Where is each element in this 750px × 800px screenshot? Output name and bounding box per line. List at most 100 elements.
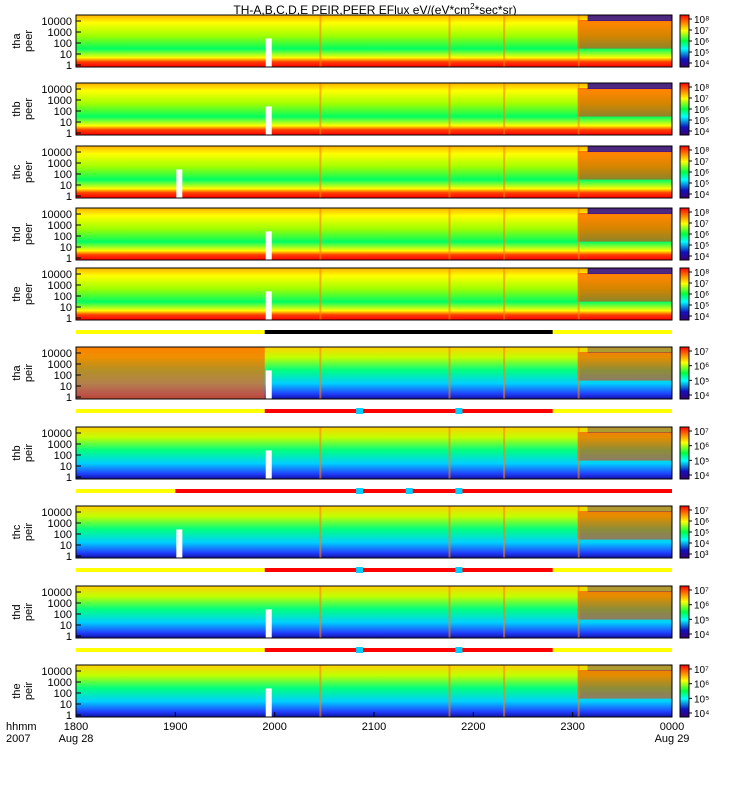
probe-label: the xyxy=(11,286,23,301)
y-tick-label: 10000 xyxy=(41,587,72,599)
y-tick-label: 10 xyxy=(60,461,72,473)
y-tick-label: 10000 xyxy=(41,428,72,440)
y-tick-label: 100 xyxy=(54,609,72,621)
colorbar-tick-label: 10⁵ xyxy=(694,694,709,705)
spectrogram-streak xyxy=(319,208,322,260)
burst-marker xyxy=(356,567,364,573)
instrument-label: peer xyxy=(23,223,35,245)
spectrogram-streak xyxy=(448,268,451,320)
y-tick-label: 10 xyxy=(60,302,72,314)
spectrogram-streak xyxy=(503,586,506,638)
colorbar xyxy=(679,426,690,480)
y-tick-label: 1000 xyxy=(48,95,72,107)
spectrogram-streak xyxy=(319,15,322,67)
spectrogram-image xyxy=(76,586,672,638)
colorbar-tick-label: 10⁴ xyxy=(694,630,709,641)
mode-bar-segment xyxy=(264,330,553,334)
y-tick-label: 1 xyxy=(66,472,72,484)
colorbar-tick-label: 10⁶ xyxy=(694,517,709,528)
instrument-label: peer xyxy=(23,98,35,120)
colorbar-tick-label: 10⁷ xyxy=(694,157,709,168)
spectrogram-image xyxy=(76,665,672,717)
spectrogram-streak xyxy=(319,347,322,399)
data-gap xyxy=(265,106,272,135)
colorbar xyxy=(679,82,690,136)
title-end: *sec*sr) xyxy=(474,3,517,17)
colorbar-tick-label: 10⁸ xyxy=(694,83,709,94)
y-tick-label: 10 xyxy=(60,117,72,129)
instrument-label: peir xyxy=(23,363,35,382)
y-tick-label: 10000 xyxy=(41,269,72,281)
probe-label: tha xyxy=(11,364,23,380)
data-gap xyxy=(265,291,272,320)
spectrogram-streak xyxy=(319,506,322,558)
spectrogram-region xyxy=(577,88,672,117)
colorbar-tick-label: 10⁷ xyxy=(694,219,709,230)
spectrogram-image xyxy=(76,83,672,135)
y-tick-label: 10000 xyxy=(41,348,72,360)
colorbar-tick-label: 10⁴ xyxy=(694,391,709,402)
colorbar xyxy=(679,207,690,261)
spectrogram-streak xyxy=(577,83,580,135)
spectrogram-streak xyxy=(448,146,451,198)
spectrogram-region xyxy=(587,586,672,592)
spectrogram-region xyxy=(587,665,672,671)
spectrogram-streak xyxy=(503,506,506,558)
spectrogram-streak xyxy=(577,15,580,67)
y-tick-label: 100 xyxy=(54,38,72,50)
colorbar-tick-label: 10⁶ xyxy=(694,362,709,373)
mode-bar xyxy=(76,408,672,414)
spectrogram-streak xyxy=(448,208,451,260)
mode-bar xyxy=(76,567,672,573)
colorbar-tick-label: 10⁶ xyxy=(694,290,709,301)
mode-bar xyxy=(76,330,672,334)
y-tick-label: 10 xyxy=(60,242,72,254)
instrument-label: peer xyxy=(23,30,35,52)
mode-bar-segment xyxy=(552,330,672,334)
probe-label: tha xyxy=(11,32,23,48)
x-tick-label: 2100 xyxy=(362,721,386,733)
date-label-start: Aug 28 xyxy=(59,733,94,745)
mode-bar xyxy=(76,488,673,494)
panel-frame xyxy=(75,585,673,639)
colorbar-tick-label: 10⁷ xyxy=(694,347,709,358)
spectrogram-region xyxy=(577,591,672,620)
y-tick-label: 1000 xyxy=(48,27,72,39)
mode-bar-segment xyxy=(264,648,553,652)
x-unit-label: hhmm xyxy=(6,721,37,733)
colorbar-tick-label: 10⁴ xyxy=(694,59,709,70)
colorbar-tick-label: 10⁵ xyxy=(694,376,709,387)
colorbar-tick-label: 10⁶ xyxy=(694,105,709,116)
spectrogram-streak xyxy=(319,268,322,320)
spectrogram-streak xyxy=(319,586,322,638)
probe-label: thb xyxy=(11,101,23,116)
instrument-label: peir xyxy=(23,443,35,462)
colorbar-tick-label: 10⁶ xyxy=(694,601,709,612)
x-tick-label: 2200 xyxy=(461,721,485,733)
mode-bar-segment xyxy=(552,648,672,652)
spectrogram-region xyxy=(577,352,672,381)
colorbar-tick-label: 10⁴ xyxy=(694,471,709,482)
y-tick-label: 10000 xyxy=(41,147,72,159)
date-label-end: Aug 29 xyxy=(655,733,690,745)
colorbar-tick-label: 10⁵ xyxy=(694,301,709,312)
spectrogram-streak xyxy=(448,15,451,67)
colorbar-tick-label: 10⁸ xyxy=(694,15,709,26)
instrument-label: peir xyxy=(23,522,35,541)
y-tick-label: 10 xyxy=(60,180,72,192)
colorbar-tick-label: 10⁵ xyxy=(694,48,709,59)
spectrogram-region xyxy=(587,15,672,21)
spectrogram-region xyxy=(577,432,672,461)
title-superscript: 2 xyxy=(470,2,475,11)
colorbar xyxy=(679,664,690,718)
colorbar-tick-label: 10⁵ xyxy=(694,456,709,467)
y-tick-label: 10000 xyxy=(41,16,72,28)
colorbar-tick-label: 10³ xyxy=(694,550,709,561)
colorbar-tick-label: 10⁶ xyxy=(694,230,709,241)
y-tick-label: 100 xyxy=(54,231,72,243)
probe-label: thc xyxy=(11,524,23,539)
